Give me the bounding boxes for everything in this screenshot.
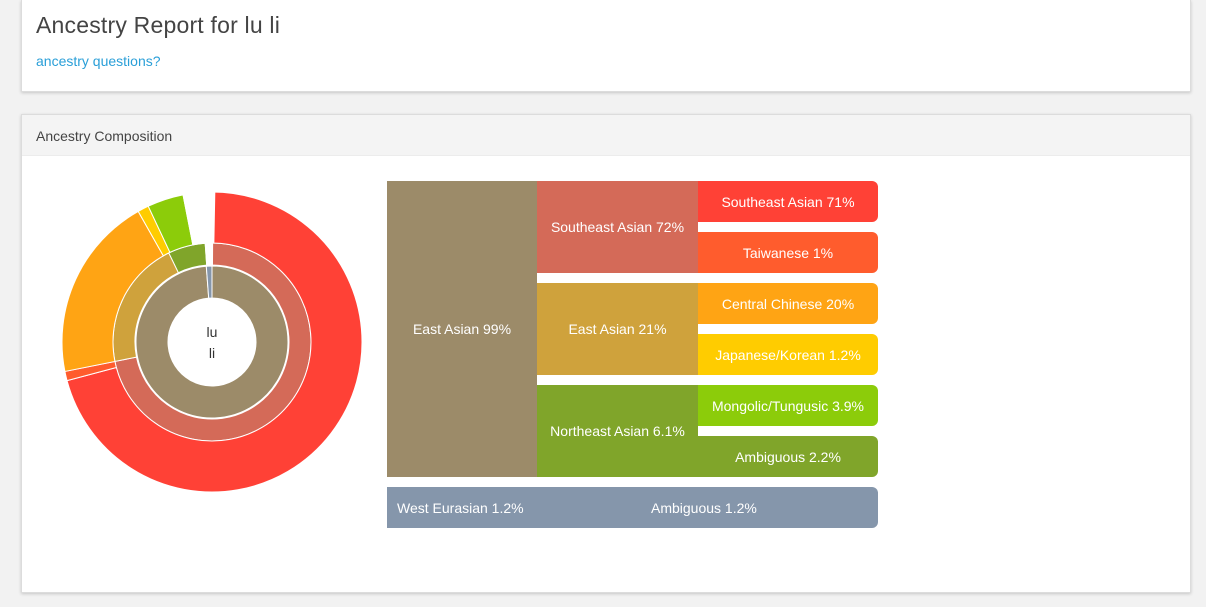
block-taiwanese[interactable]: Taiwanese 1% xyxy=(698,232,878,273)
block-label: Northeast Asian 6.1% xyxy=(550,423,685,439)
block-label: East Asian 99% xyxy=(412,321,512,337)
center-label-line2: li xyxy=(209,345,215,361)
block-label: Japanese/Korean 1.2% xyxy=(715,346,861,363)
block-east-asian[interactable]: East Asian 99% xyxy=(387,181,537,477)
block-northeast-asian[interactable]: Northeast Asian 6.1% xyxy=(537,385,698,477)
block-japanese-korean[interactable]: Japanese/Korean 1.2% xyxy=(698,334,878,375)
arc-west-eurasian-ambiguous[interactable] xyxy=(204,242,214,266)
block-label: West Eurasian 1.2% xyxy=(397,499,524,516)
block-west-eurasian[interactable]: West Eurasian 1.2% Ambiguous 1.2% xyxy=(387,487,878,528)
ancestry-questions-link[interactable]: ancestry questions? xyxy=(36,53,161,69)
block-label: Southeast Asian 72% xyxy=(550,219,685,235)
ancestry-composition-panel: Ancestry Composition lu li East Asian 99… xyxy=(21,114,1191,593)
block-label: Ambiguous 2.2% xyxy=(735,448,841,465)
block-label: Ambiguous 1.2% xyxy=(651,499,757,516)
block-label: Taiwanese 1% xyxy=(742,244,834,261)
block-label: Central Chinese 20% xyxy=(721,295,855,312)
arc-southeast-asian[interactable] xyxy=(66,191,362,493)
block-mongolic-tungusic[interactable]: Mongolic/Tungusic 3.9% xyxy=(698,385,878,426)
block-label: Southeast Asian 71% xyxy=(721,193,855,210)
block-east-asian-sub[interactable]: East Asian 21% xyxy=(537,283,698,375)
block-central-chinese[interactable]: Central Chinese 20% xyxy=(698,283,878,324)
sunburst-center xyxy=(168,298,256,386)
block-southeast-asian-group[interactable]: Southeast Asian 72% xyxy=(537,181,698,273)
panel-heading: Ancestry Composition xyxy=(22,115,1190,156)
block-label: Mongolic/Tungusic 3.9% xyxy=(711,397,864,414)
sunburst-chart: lu li xyxy=(62,191,362,493)
block-southeast-asian[interactable]: Southeast Asian 71% xyxy=(698,181,878,222)
panel-title: Ancestry Composition xyxy=(36,128,173,144)
arc-west-eurasian-outer[interactable] xyxy=(203,191,216,244)
block-ambiguous-northeast[interactable]: Ambiguous 2.2% xyxy=(698,436,878,477)
page-title: Ancestry Report for lu li xyxy=(36,12,281,38)
block-label: East Asian 21% xyxy=(568,321,667,337)
report-header-card: Ancestry Report for lu li ancestry quest… xyxy=(21,0,1191,92)
center-label-line1: lu xyxy=(207,324,218,340)
